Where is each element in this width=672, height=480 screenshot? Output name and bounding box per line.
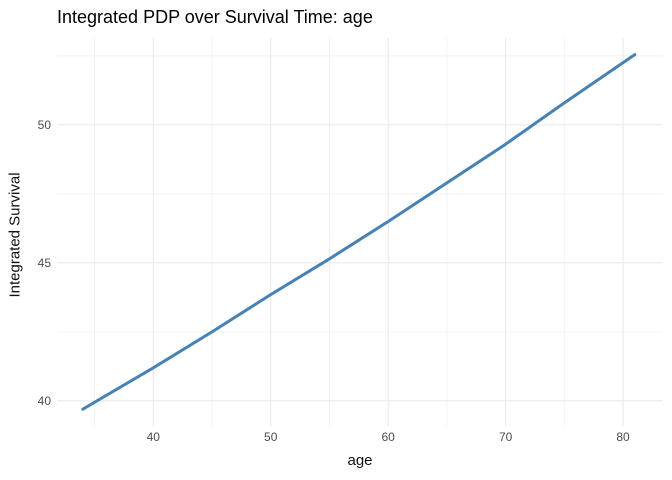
pdp-line: [81, 53, 637, 411]
x-tick-label: 50: [264, 430, 278, 444]
y-axis-title: Integrated Survival: [6, 172, 24, 298]
y-tick-label: 50: [37, 117, 51, 132]
y-tick-label: 40: [37, 393, 51, 408]
chart-title: Integrated PDP over Survival Time: age: [57, 7, 373, 27]
x-tick-label: 40: [146, 430, 160, 444]
x-tick-label: 60: [381, 430, 395, 444]
x-tick-label: 80: [616, 430, 630, 444]
x-tick-label: 70: [498, 430, 513, 444]
y-tick-label: 45: [37, 255, 51, 270]
x-axis-title: age: [347, 452, 373, 469]
plot-panel: [57, 38, 663, 426]
